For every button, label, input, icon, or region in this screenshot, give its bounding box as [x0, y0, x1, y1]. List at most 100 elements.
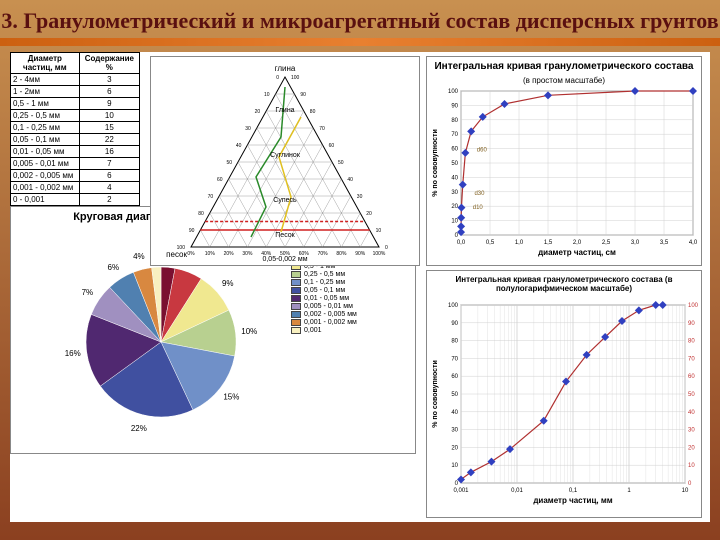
svg-text:30: 30: [357, 194, 363, 200]
intlin-title: Интегральная кривая гранулометрического …: [427, 57, 701, 76]
svg-text:7%: 7%: [82, 288, 94, 297]
svg-text:1,0: 1,0: [515, 240, 524, 246]
svg-text:20: 20: [688, 445, 695, 451]
svg-text:90%: 90%: [355, 251, 366, 257]
svg-text:50: 50: [451, 392, 458, 398]
grain-size-table: Диаметр частиц, ммСодержание %2 - 4мм31 …: [10, 52, 140, 206]
svg-text:9%: 9%: [222, 279, 234, 288]
svg-text:3,0: 3,0: [631, 240, 640, 246]
svg-text:10: 10: [451, 219, 458, 225]
svg-text:d60: d60: [477, 148, 488, 154]
svg-text:d10: d10: [473, 205, 484, 211]
svg-text:1,5: 1,5: [544, 240, 553, 246]
svg-text:диаметр частиц, мм: диаметр частиц, мм: [533, 496, 612, 505]
svg-text:Глина: Глина: [275, 107, 294, 114]
svg-text:40: 40: [236, 143, 242, 149]
svg-text:диаметр частиц, см: диаметр частиц, см: [538, 248, 616, 257]
svg-text:2,5: 2,5: [602, 240, 611, 246]
content-area: Диаметр частиц, ммСодержание %2 - 4мм31 …: [10, 52, 710, 522]
svg-text:80: 80: [688, 339, 695, 345]
svg-text:100: 100: [177, 245, 186, 251]
svg-text:90: 90: [189, 228, 195, 234]
svg-text:40: 40: [688, 410, 695, 416]
svg-text:2,0: 2,0: [573, 240, 582, 246]
svg-text:80: 80: [198, 211, 204, 217]
svg-text:70: 70: [451, 132, 458, 138]
svg-text:50: 50: [338, 160, 344, 166]
svg-text:0,5: 0,5: [486, 240, 495, 246]
decor-bar: [0, 38, 720, 46]
svg-text:0: 0: [385, 245, 388, 251]
svg-text:20: 20: [451, 445, 458, 451]
svg-text:30%: 30%: [242, 251, 253, 257]
svg-text:100: 100: [448, 89, 459, 95]
svg-text:0: 0: [688, 481, 692, 487]
svg-text:80%: 80%: [336, 251, 347, 257]
svg-text:70: 70: [451, 356, 458, 362]
svg-text:70: 70: [688, 356, 695, 362]
svg-text:Суглинок: Суглинок: [270, 152, 301, 159]
svg-text:20%: 20%: [224, 251, 235, 257]
svg-text:30: 30: [451, 428, 458, 434]
svg-text:3,5: 3,5: [660, 240, 669, 246]
svg-text:песок: песок: [166, 250, 187, 259]
svg-text:90: 90: [300, 92, 306, 98]
svg-text:50%: 50%: [280, 251, 291, 257]
svg-text:60: 60: [329, 143, 335, 149]
page-title: 3. Гранулометрический и микроагрегатный …: [0, 0, 720, 36]
svg-text:60: 60: [451, 147, 458, 153]
svg-text:40: 40: [451, 410, 458, 416]
integral-log-chart: Интегральная кривая гранулометрического …: [426, 270, 702, 518]
svg-text:60: 60: [217, 177, 223, 183]
svg-text:4%: 4%: [133, 252, 145, 261]
integral-linear-chart: Интегральная кривая гранулометрического …: [426, 56, 702, 266]
svg-text:100: 100: [448, 303, 459, 309]
svg-text:90: 90: [688, 321, 695, 327]
svg-text:0,05-0,002 мм: 0,05-0,002 мм: [262, 256, 307, 263]
svg-text:% по сововупности: % по сововупности: [432, 129, 439, 197]
svg-text:60: 60: [688, 374, 695, 380]
svg-text:0: 0: [455, 233, 459, 239]
svg-text:50: 50: [451, 161, 458, 167]
svg-text:40: 40: [451, 175, 458, 181]
svg-text:0%: 0%: [187, 251, 195, 257]
svg-text:80: 80: [451, 118, 458, 124]
svg-text:глина: глина: [275, 64, 296, 73]
svg-text:0: 0: [455, 481, 459, 487]
svg-text:10: 10: [451, 463, 458, 469]
svg-text:70: 70: [208, 194, 214, 200]
svg-text:100: 100: [291, 75, 300, 81]
svg-text:20: 20: [255, 109, 261, 115]
svg-text:10: 10: [264, 92, 270, 98]
svg-text:0,001: 0,001: [453, 488, 469, 494]
svg-text:30: 30: [245, 126, 251, 132]
svg-text:4,0: 4,0: [689, 240, 698, 246]
svg-text:0,01: 0,01: [511, 488, 523, 494]
svg-text:80: 80: [310, 109, 316, 115]
svg-text:100%: 100%: [373, 251, 386, 257]
svg-text:15%: 15%: [223, 393, 239, 402]
svg-text:d30: d30: [474, 191, 485, 197]
svg-text:30: 30: [688, 428, 695, 434]
svg-text:10: 10: [688, 463, 695, 469]
svg-text:22%: 22%: [131, 424, 147, 433]
svg-text:0,0: 0,0: [457, 240, 466, 246]
svg-text:1: 1: [627, 488, 631, 494]
svg-text:Супесь: Супесь: [273, 197, 297, 204]
svg-text:20: 20: [366, 211, 372, 217]
svg-text:10: 10: [376, 228, 382, 234]
svg-text:70%: 70%: [318, 251, 329, 257]
svg-text:40%: 40%: [261, 251, 272, 257]
svg-text:20: 20: [451, 204, 458, 210]
svg-text:16%: 16%: [65, 349, 81, 358]
svg-text:100: 100: [688, 303, 699, 309]
svg-text:10%: 10%: [205, 251, 216, 257]
svg-text:Песок: Песок: [275, 232, 295, 239]
svg-text:10: 10: [682, 488, 689, 494]
svg-text:60: 60: [451, 374, 458, 380]
svg-text:0: 0: [276, 75, 279, 81]
ternary-diagram: глинапесок0,05-0,002 мм0%100010%901020%8…: [150, 56, 420, 266]
svg-text:30: 30: [451, 190, 458, 196]
svg-text:% по сововупности: % по сововупности: [432, 360, 439, 428]
svg-text:90: 90: [451, 103, 458, 109]
